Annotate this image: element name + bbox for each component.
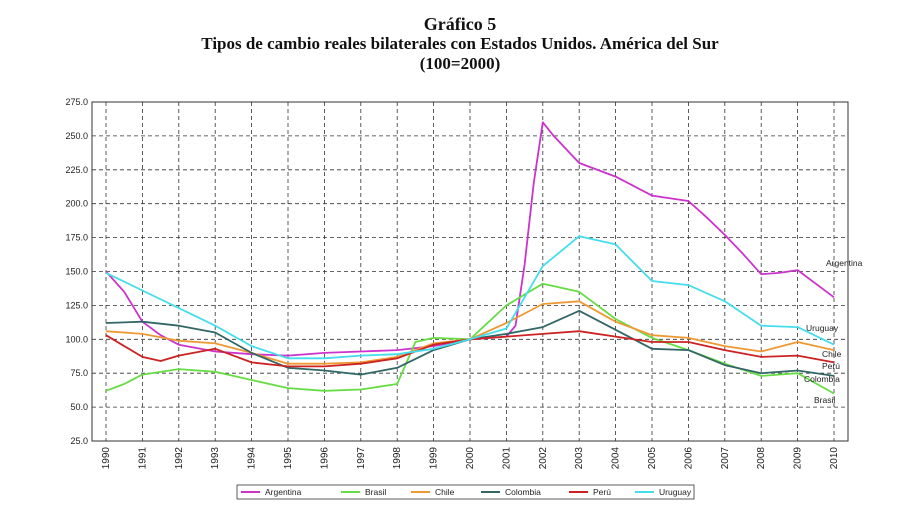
legend: Argentina Brasil Chile Colombia Perú Uruguay [236,484,695,500]
y-tick-label: 175.0 [65,233,88,243]
y-tick-label: 25.0 [70,436,88,446]
y-tick-label: 225.0 [65,165,88,175]
legend-label: Chile [435,487,455,497]
x-tick-label: 1992 [174,447,185,470]
legend-label: Colombia [505,487,541,497]
x-tick-label: 2005 [647,447,658,470]
x-tick-label: 1991 [137,447,148,470]
legend-item: Brasil [341,487,386,497]
legend-item: Perú [569,487,611,497]
x-tick-label: 2007 [720,447,731,470]
x-tick-label: 2010 [829,447,840,470]
y-tick-label: 250.0 [65,131,88,141]
series-label-per: Perú [822,361,840,371]
y-tick-label: 200.0 [65,199,88,209]
x-tick-label: 2002 [538,447,549,470]
x-tick-label: 1997 [356,447,367,470]
chart-title: Gráfico 5 [423,14,497,34]
y-tick-label: 150.0 [65,267,88,277]
legend-item: Argentina [241,487,302,497]
x-tick-label: 1990 [101,447,112,470]
x-tick-label: 1999 [429,447,440,470]
x-tick-label: 2001 [501,447,512,470]
x-tick-label: 2003 [574,447,585,470]
legend-label: Brasil [365,487,386,497]
legend-frame [236,484,695,500]
series-label-uruguay: Uruguay [806,323,839,333]
x-tick-label: 1995 [283,447,294,470]
x-tick-label: 1998 [392,447,403,470]
x-tick-label: 1994 [247,447,258,470]
x-tick-label: 2006 [683,447,694,470]
series-label-chile: Chile [822,349,842,359]
legend-item: Chile [411,487,455,497]
x-tick-label: 1996 [319,447,330,470]
legend-item: Uruguay [635,487,692,497]
x-tick-label: 2000 [465,447,476,470]
x-tick-label: 1993 [210,447,221,470]
x-tick-label: 2008 [756,447,767,470]
y-tick-label: 100.0 [65,334,88,344]
series-line-per [105,330,835,368]
series-label-colombia: Colombia [804,374,840,384]
title-block: Gráfico 5 Tipos de cambio reales bilater… [0,14,920,74]
y-tick-label: 50.0 [70,402,88,412]
series-line-uruguay [105,235,835,360]
legend-item: Colombia [481,487,541,497]
legend-label: Argentina [265,487,302,497]
y-tick-label: 75.0 [70,368,88,378]
x-tick-label: 2009 [793,447,804,470]
y-tick-label: 125.0 [65,300,88,310]
legend-label: Perú [593,487,611,497]
y-tick-label: 275.0 [65,97,88,107]
series-label-argentina: Argentina [826,258,863,268]
series-label-brasil: Brasil [814,395,835,405]
legend-label: Uruguay [659,487,692,497]
x-tick-label: 2004 [611,447,622,470]
chart-subtitle-base: (100=2000) [419,54,501,73]
chart-subtitle: Tipos de cambio reales bilaterales con E… [201,34,719,53]
